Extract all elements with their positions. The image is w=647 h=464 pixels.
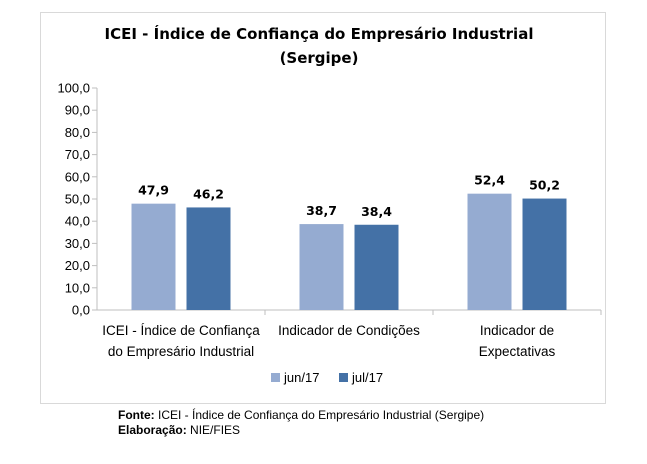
credit-text: NIE/FIES [186,423,241,437]
chart-frame: ICEI - Índice de Confiança do Empresário… [40,12,606,404]
category-label: Indicador de Condições [278,323,420,338]
bar [467,193,512,310]
credit-label: Elaboração: [118,423,187,437]
data-label: 52,4 [474,173,505,188]
y-tick-label: 70,0 [65,147,90,162]
legend: jun/17 jul/17 [271,370,383,385]
y-tick-label: 20,0 [65,258,90,273]
footer: Fonte: ICEI - Índice de Confiança do Emp… [118,408,484,438]
y-tick-label: 90,0 [65,103,90,118]
legend-swatch [271,373,280,382]
y-tick-label: 60,0 [65,169,90,184]
data-label: 47,9 [138,183,169,198]
bar [186,207,231,310]
bar-chart: ICEI - Índice de Confiança do Empresário… [57,24,602,385]
legend-label: jun/17 [283,370,319,385]
category-label: do Empresário Industrial [108,344,254,359]
category-label: Expectativas [479,344,556,359]
chart-subtitle: (Sergipe) [280,49,359,67]
data-label: 50,2 [529,178,560,193]
credit-line: Elaboração: NIE/FIES [118,423,484,438]
chart-title: ICEI - Índice de Confiança do Empresário… [105,24,534,43]
y-tick-label: 100,0 [57,81,90,96]
bar [131,203,176,310]
y-tick-label: 10,0 [65,280,90,295]
source-line: Fonte: ICEI - Índice de Confiança do Emp… [118,408,484,423]
y-tick-label: 30,0 [65,236,90,251]
y-tick-label: 40,0 [65,214,90,229]
source-text: ICEI - Índice de Confiança do Empresário… [154,408,485,422]
category-label: ICEI - Índice de Confiança [102,323,260,338]
bar [354,224,399,310]
y-tick-label: 0,0 [72,303,90,318]
data-label: 38,7 [306,203,337,218]
legend-swatch [339,373,348,382]
axes: 0,0 10,0 20,0 30,0 40,0 50,0 60,0 70,0 80,0 90,0 1… [57,81,602,318]
category-label: Indicador de [480,323,554,338]
y-tick-label: 50,0 [65,192,90,207]
source-label: Fonte: [118,408,155,422]
y-tick-label: 80,0 [65,125,90,140]
bar [522,198,567,310]
data-label: 46,2 [193,186,224,201]
data-label: 38,4 [361,204,392,219]
legend-label: jul/17 [351,370,383,385]
bars: 47,9 46,2 ICEI - Índice de Confiança do Emp… [102,173,567,359]
bar [299,224,344,310]
